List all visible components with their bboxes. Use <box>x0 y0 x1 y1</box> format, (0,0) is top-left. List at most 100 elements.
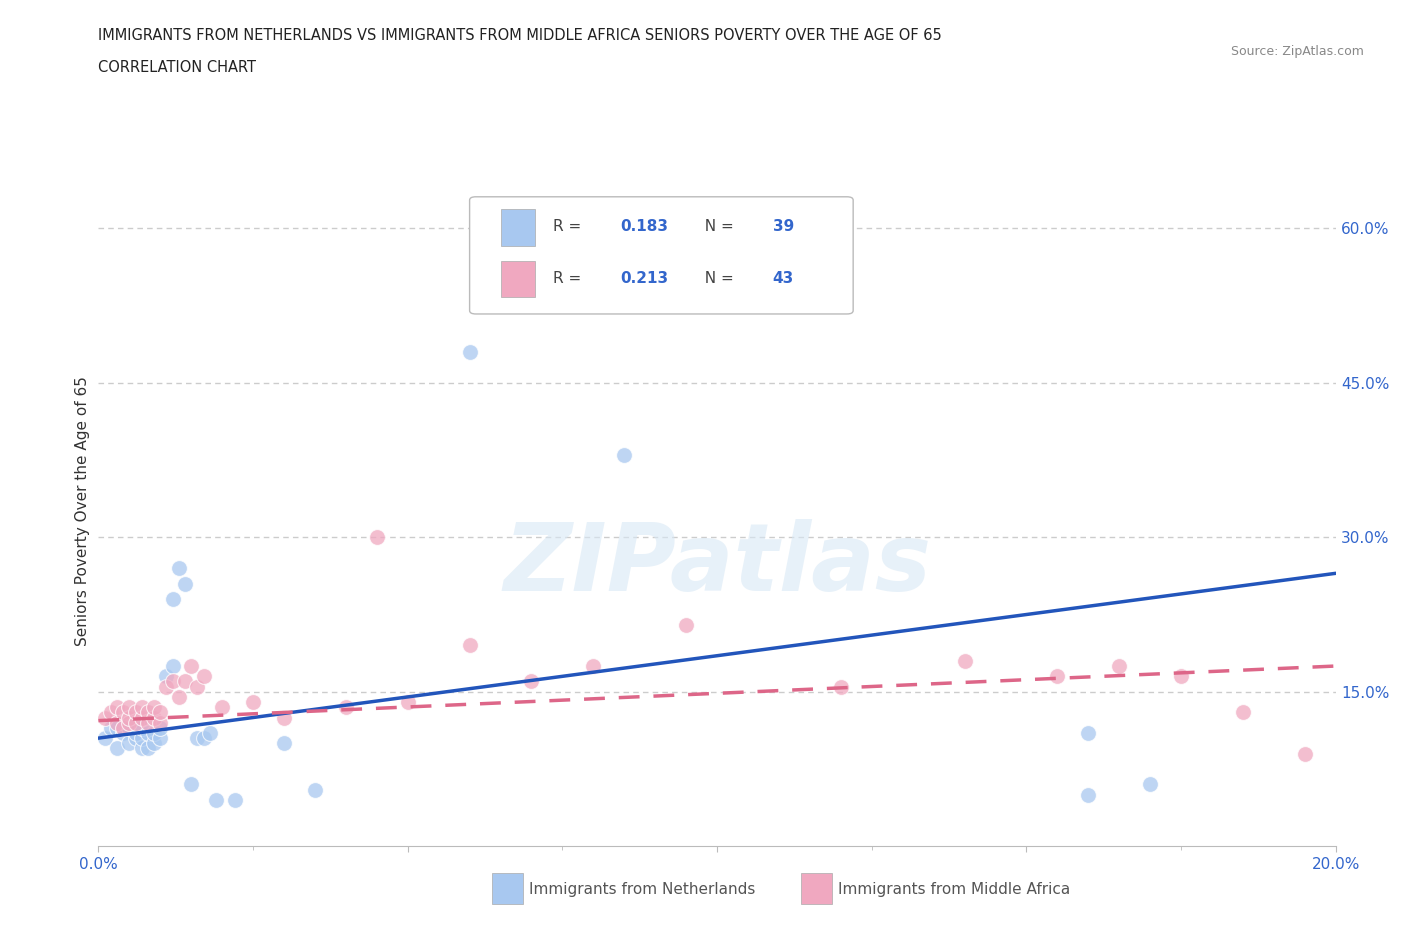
Point <box>167 561 190 576</box>
Point <box>143 699 166 714</box>
Point <box>174 577 197 591</box>
Point <box>162 674 184 689</box>
Point <box>149 705 172 720</box>
Text: ZIPatlas: ZIPatlas <box>503 519 931 611</box>
Point <box>149 721 172 736</box>
Point <box>1232 705 1254 720</box>
Point <box>205 792 228 807</box>
Point <box>143 725 166 740</box>
Point <box>174 674 197 689</box>
Point <box>193 731 215 746</box>
Text: R =: R = <box>553 219 586 234</box>
FancyBboxPatch shape <box>501 260 536 298</box>
Point <box>613 447 636 462</box>
Point <box>458 344 481 359</box>
Point <box>124 725 146 740</box>
Point <box>186 679 208 694</box>
Text: IMMIGRANTS FROM NETHERLANDS VS IMMIGRANTS FROM MIDDLE AFRICA SENIORS POVERTY OVE: IMMIGRANTS FROM NETHERLANDS VS IMMIGRANT… <box>98 28 942 43</box>
Point <box>155 669 177 684</box>
Point <box>131 731 153 746</box>
Text: Immigrants from Middle Africa: Immigrants from Middle Africa <box>838 882 1070 897</box>
Point <box>118 711 141 725</box>
FancyBboxPatch shape <box>470 197 853 314</box>
Point <box>366 530 388 545</box>
Point <box>198 725 221 740</box>
Point <box>124 715 146 730</box>
Point <box>131 711 153 725</box>
Point <box>131 699 153 714</box>
Point <box>100 705 122 720</box>
Point <box>953 654 976 669</box>
Text: 0.183: 0.183 <box>620 219 668 234</box>
Text: N =: N = <box>695 272 738 286</box>
FancyBboxPatch shape <box>501 208 536 246</box>
Point <box>118 715 141 730</box>
Point <box>180 658 202 673</box>
Point <box>155 679 177 694</box>
Text: CORRELATION CHART: CORRELATION CHART <box>98 60 256 75</box>
Point <box>396 695 419 710</box>
Point <box>112 725 135 740</box>
Text: R =: R = <box>553 272 586 286</box>
Text: 39: 39 <box>773 219 794 234</box>
Point <box>124 731 146 746</box>
Point <box>1077 725 1099 740</box>
Point <box>458 638 481 653</box>
Point <box>162 658 184 673</box>
Point <box>105 699 128 714</box>
Point <box>118 699 141 714</box>
Point <box>112 705 135 720</box>
Point <box>124 705 146 720</box>
Point <box>1170 669 1192 684</box>
Point <box>242 695 264 710</box>
Point <box>149 731 172 746</box>
Y-axis label: Seniors Poverty Over the Age of 65: Seniors Poverty Over the Age of 65 <box>75 377 90 646</box>
Point <box>93 731 115 746</box>
Point <box>112 721 135 736</box>
Point <box>136 741 159 756</box>
Point <box>124 715 146 730</box>
Point <box>105 715 128 730</box>
Point <box>143 711 166 725</box>
Point <box>1294 746 1316 761</box>
Point <box>193 669 215 684</box>
Point <box>112 721 135 736</box>
Point <box>211 699 233 714</box>
Point <box>582 658 605 673</box>
Point <box>1046 669 1069 684</box>
Point <box>105 741 128 756</box>
Point <box>186 731 208 746</box>
Point <box>131 721 153 736</box>
Text: Source: ZipAtlas.com: Source: ZipAtlas.com <box>1230 45 1364 58</box>
Point <box>180 777 202 792</box>
Text: N =: N = <box>695 219 738 234</box>
Point <box>224 792 246 807</box>
Point <box>118 721 141 736</box>
Point <box>93 711 115 725</box>
Point <box>131 741 153 756</box>
Point <box>675 618 697 632</box>
Point <box>162 591 184 606</box>
Point <box>105 721 128 736</box>
Point <box>830 679 852 694</box>
Point <box>304 782 326 797</box>
Point <box>100 721 122 736</box>
Point <box>143 736 166 751</box>
Point <box>335 699 357 714</box>
Point <box>149 715 172 730</box>
Point <box>1077 788 1099 803</box>
Point <box>136 725 159 740</box>
Text: 0.213: 0.213 <box>620 272 669 286</box>
Text: 43: 43 <box>773 272 794 286</box>
Point <box>273 711 295 725</box>
Text: Immigrants from Netherlands: Immigrants from Netherlands <box>529 882 755 897</box>
Point <box>167 689 190 704</box>
Point <box>1139 777 1161 792</box>
Point <box>273 736 295 751</box>
Point <box>136 705 159 720</box>
Point <box>520 674 543 689</box>
Point <box>136 715 159 730</box>
Point <box>1108 658 1130 673</box>
Point <box>118 736 141 751</box>
Point <box>551 283 574 298</box>
